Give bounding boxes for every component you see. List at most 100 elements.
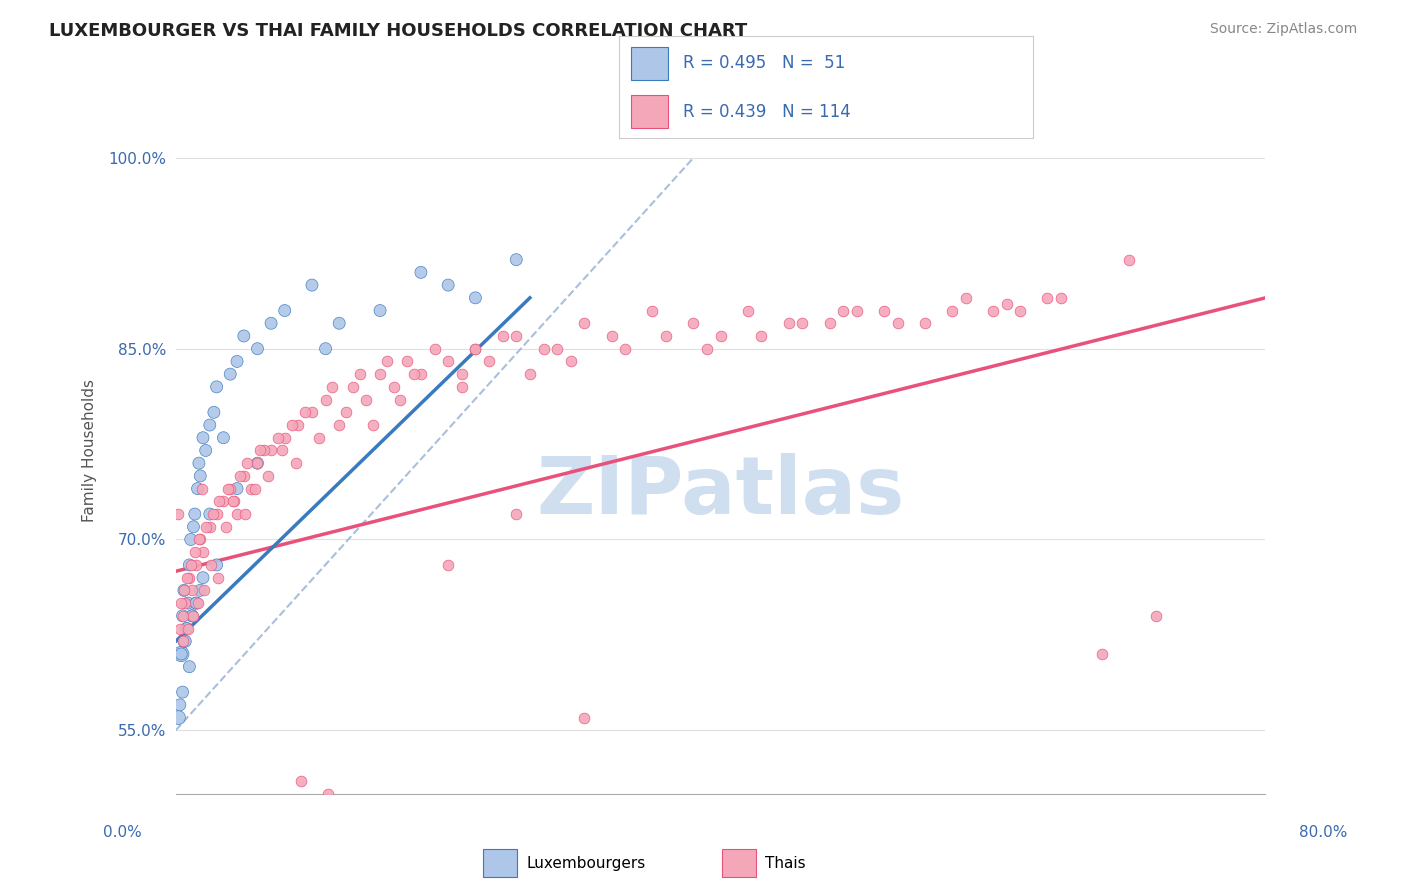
Point	[290, 774, 312, 789]
Point	[198, 507, 221, 521]
Point	[179, 571, 201, 585]
Point	[533, 342, 555, 356]
Point	[505, 329, 527, 343]
Point	[505, 252, 527, 267]
Point	[212, 431, 235, 445]
Point	[243, 482, 266, 496]
Point	[404, 367, 426, 381]
Point	[226, 354, 249, 368]
Point	[174, 634, 197, 648]
Point	[328, 417, 350, 432]
Point	[246, 456, 269, 470]
Point	[478, 354, 501, 368]
Point	[409, 367, 432, 381]
Point	[190, 482, 212, 496]
Point	[194, 520, 217, 534]
Point	[198, 520, 221, 534]
Point	[253, 443, 276, 458]
Point	[1036, 291, 1059, 305]
Point	[181, 583, 204, 598]
Point	[205, 507, 228, 521]
Text: Source: ZipAtlas.com: Source: ZipAtlas.com	[1209, 22, 1357, 37]
Point	[172, 685, 194, 699]
Text: R = 0.495   N =  51: R = 0.495 N = 51	[683, 54, 845, 72]
Point	[194, 443, 217, 458]
Point	[170, 647, 193, 661]
Point	[294, 405, 316, 419]
Point	[574, 710, 596, 724]
Point	[186, 596, 208, 610]
Point	[361, 417, 384, 432]
Point	[280, 417, 302, 432]
Point	[181, 608, 204, 623]
Text: Thais: Thais	[765, 855, 806, 871]
Point	[229, 469, 252, 483]
Point	[226, 482, 249, 496]
Point	[450, 380, 472, 394]
Point	[955, 291, 977, 305]
Point	[224, 494, 246, 508]
Point	[205, 558, 228, 572]
Point	[655, 329, 678, 343]
Point	[641, 303, 664, 318]
FancyBboxPatch shape	[631, 95, 668, 128]
Text: ZIPatlas: ZIPatlas	[537, 452, 904, 531]
FancyBboxPatch shape	[723, 849, 755, 877]
Point	[232, 329, 254, 343]
Point	[173, 583, 195, 598]
Point	[409, 265, 432, 279]
Point	[818, 316, 841, 330]
Point	[437, 558, 460, 572]
Point	[914, 316, 936, 330]
Point	[186, 596, 208, 610]
Point	[368, 303, 391, 318]
Point	[176, 622, 198, 636]
Point	[260, 443, 283, 458]
Point	[375, 354, 398, 368]
Text: 80.0%: 80.0%	[1299, 825, 1347, 839]
Point	[183, 520, 205, 534]
Point	[181, 608, 204, 623]
Point	[464, 342, 486, 356]
Point	[191, 571, 214, 585]
Point	[169, 698, 191, 712]
Point	[215, 520, 238, 534]
Point	[315, 342, 337, 356]
Point	[328, 316, 350, 330]
Point	[191, 545, 214, 559]
Point	[941, 303, 963, 318]
Point	[226, 507, 249, 521]
Point	[437, 278, 460, 293]
Point	[239, 482, 262, 496]
Point	[614, 342, 637, 356]
Point	[193, 583, 215, 598]
Point	[737, 303, 759, 318]
Text: R = 0.439   N = 114: R = 0.439 N = 114	[683, 103, 851, 120]
Point	[180, 533, 202, 547]
Point	[187, 456, 209, 470]
Point	[308, 431, 330, 445]
Point	[437, 354, 460, 368]
Point	[389, 392, 412, 407]
Point	[832, 303, 855, 318]
Point	[180, 558, 202, 572]
FancyBboxPatch shape	[484, 849, 516, 877]
Point	[301, 278, 323, 293]
Point	[318, 787, 340, 801]
Point	[246, 456, 269, 470]
Point	[995, 297, 1018, 311]
Point	[219, 482, 242, 496]
Point	[184, 545, 207, 559]
Point	[315, 392, 337, 407]
Point	[170, 647, 193, 661]
Point	[172, 608, 194, 623]
Point	[184, 507, 207, 521]
Point	[257, 469, 280, 483]
Point	[186, 558, 208, 572]
Point	[174, 596, 197, 610]
Point	[208, 494, 231, 508]
Point	[274, 303, 297, 318]
Point	[396, 354, 419, 368]
Point	[335, 405, 357, 419]
Point	[198, 417, 221, 432]
